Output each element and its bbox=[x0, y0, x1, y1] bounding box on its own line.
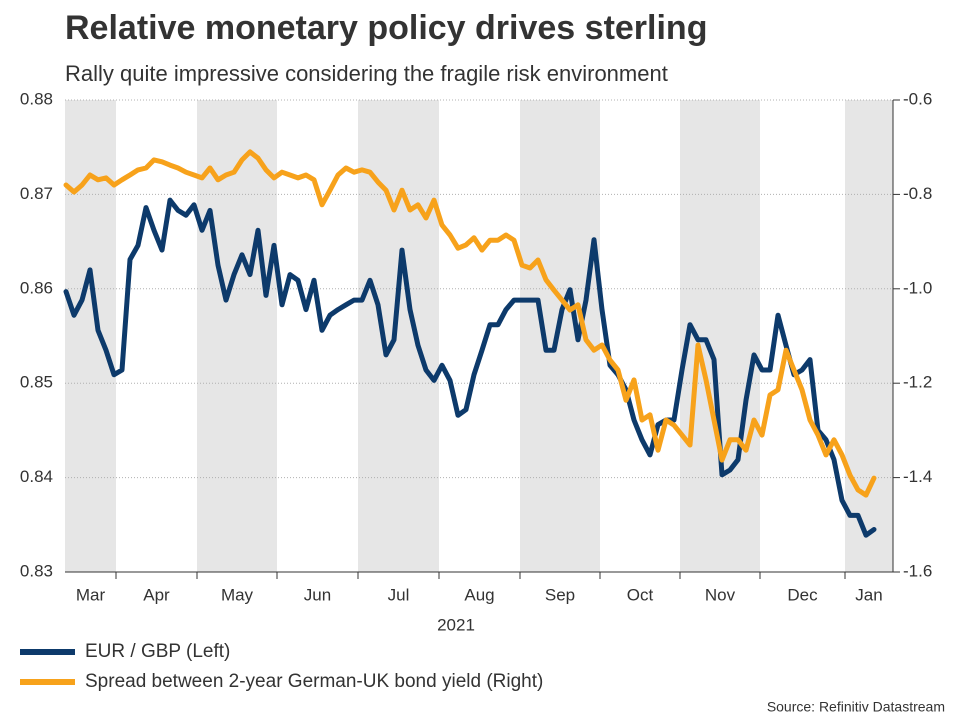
x-tick-label: May bbox=[221, 585, 254, 604]
legend-label: Spread between 2-year German-UK bond yie… bbox=[85, 671, 543, 692]
source: Source: Refinitiv Datastream bbox=[767, 699, 945, 715]
month-band bbox=[358, 100, 439, 572]
month-band bbox=[845, 100, 893, 572]
x-tick-label: Sep bbox=[545, 585, 575, 604]
x-tick-label: Apr bbox=[143, 585, 170, 604]
y2-tick-label: -0.6 bbox=[903, 89, 932, 108]
month-band bbox=[65, 100, 116, 572]
series-line bbox=[63, 149, 877, 498]
x-tick-label: Aug bbox=[464, 585, 494, 604]
month-band bbox=[520, 100, 600, 572]
y2-tick-label: -1.2 bbox=[903, 373, 932, 392]
x-tick-label: Mar bbox=[76, 585, 106, 604]
y2-tick-label: -1.0 bbox=[903, 278, 932, 297]
chart-subtitle: Rally quite impressive considering the f… bbox=[65, 61, 668, 86]
y2-tick-label: -1.6 bbox=[903, 561, 932, 580]
month-band bbox=[680, 100, 760, 572]
y-tick-label: 0.83 bbox=[20, 561, 53, 580]
y-tick-label: 0.85 bbox=[20, 373, 53, 392]
x-tick-label: Oct bbox=[627, 585, 654, 604]
series-line bbox=[63, 197, 877, 538]
y-tick-label: 0.87 bbox=[20, 184, 53, 203]
y-tick-label: 0.84 bbox=[20, 467, 53, 486]
x-axis-label: 2021 bbox=[437, 615, 475, 634]
chart-title: Relative monetary policy drives sterling bbox=[65, 9, 707, 47]
x-tick-label: Jul bbox=[388, 585, 410, 604]
legend-label: EUR / GBP (Left) bbox=[85, 641, 230, 662]
y-tick-label: 0.86 bbox=[20, 278, 53, 297]
x-tick-label: Dec bbox=[787, 585, 818, 604]
x-tick-label: Jun bbox=[304, 585, 331, 604]
x-tick-label: Jan bbox=[855, 585, 882, 604]
y2-tick-label: -1.4 bbox=[903, 467, 932, 486]
month-band bbox=[197, 100, 277, 572]
y2-tick-label: -0.8 bbox=[903, 184, 932, 203]
y-tick-label: 0.88 bbox=[20, 89, 53, 108]
x-tick-label: Nov bbox=[705, 585, 736, 604]
